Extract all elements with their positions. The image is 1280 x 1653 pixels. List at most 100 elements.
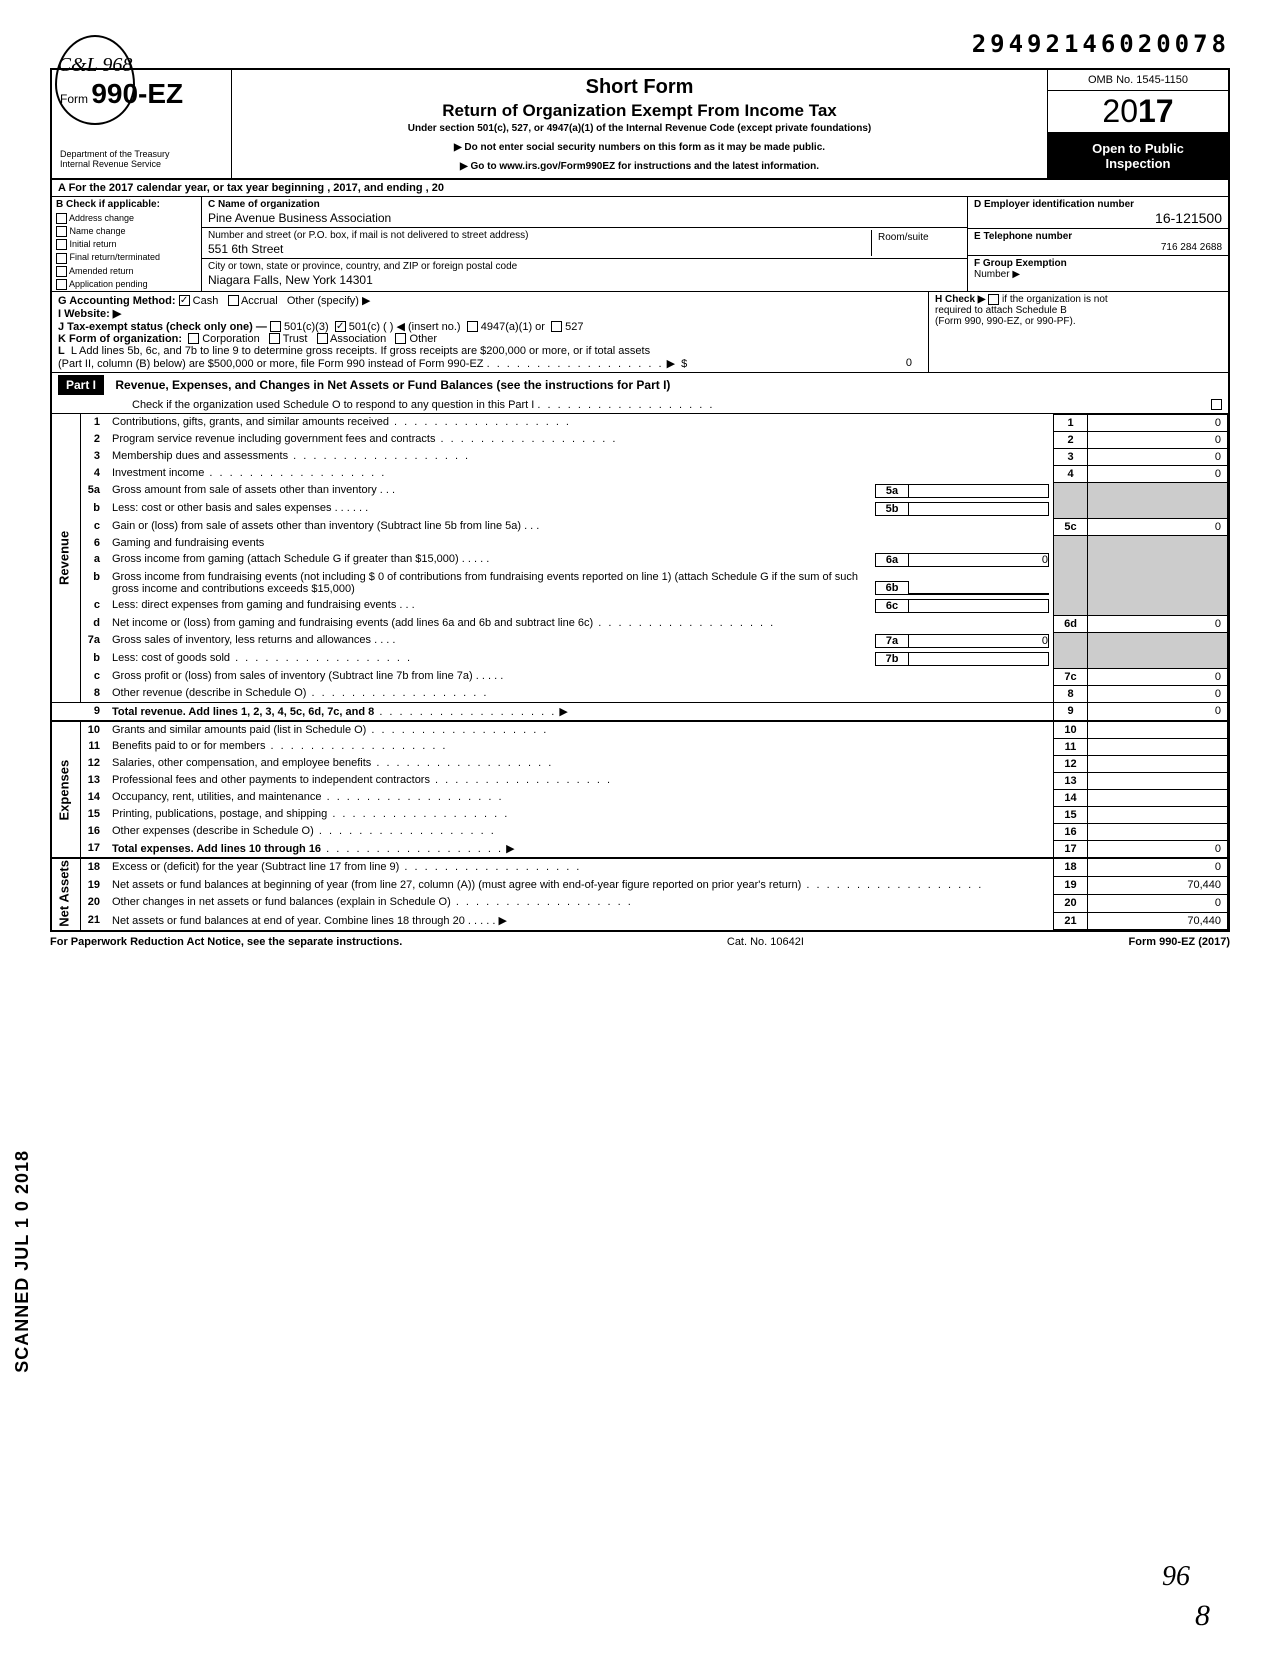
line-desc: Contributions, gifts, grants, and simila… — [112, 416, 389, 428]
chk-4947[interactable] — [467, 321, 478, 332]
box-val: 0 — [1088, 431, 1228, 448]
year-bold: 17 — [1138, 93, 1174, 129]
line-desc: Printing, publications, postage, and shi… — [112, 808, 327, 820]
sub-num: 7b — [875, 652, 909, 666]
line-num: 15 — [80, 806, 108, 823]
line-num: 19 — [80, 877, 108, 895]
line-desc: Gaming and fundraising events — [108, 535, 1054, 551]
j-label: J Tax-exempt status (check only one) — — [58, 321, 267, 333]
chk-part1-scho[interactable] — [1211, 399, 1222, 410]
h2-text: if the organization is not — [1002, 294, 1108, 305]
j2b-label: ) ◀ (insert no.) — [390, 321, 461, 333]
box-num: 18 — [1054, 858, 1088, 876]
info-block: B Check if applicable: Address change Na… — [50, 197, 1230, 292]
box-val: 0 — [1088, 840, 1228, 858]
j3-label: 4947(a)(1) or — [481, 321, 545, 333]
chk-final-return: Final return/terminated — [52, 251, 201, 264]
return-title: Return of Organization Exempt From Incom… — [244, 101, 1035, 121]
line-num: 4 — [80, 465, 108, 482]
line-num: 16 — [80, 823, 108, 840]
box-num: 16 — [1054, 823, 1088, 840]
box-num: 3 — [1054, 448, 1088, 465]
sub-num: 6a — [875, 553, 909, 567]
chk-other-org[interactable] — [395, 333, 406, 344]
i-label: I Website: ▶ — [58, 308, 121, 320]
row-j: J Tax-exempt status (check only one) — 5… — [58, 320, 922, 333]
box-num: 14 — [1054, 789, 1088, 806]
l2-text: (Part II, column (B) below) are $500,000… — [58, 358, 484, 370]
line-desc: Other expenses (describe in Schedule O) — [112, 825, 314, 837]
line-desc: Net assets or fund balances at end of ye… — [112, 915, 465, 927]
chk-corp[interactable] — [188, 333, 199, 344]
line-desc: Gross income from gaming (attach Schedul… — [112, 553, 459, 565]
chk-501c3[interactable] — [270, 321, 281, 332]
chk-assoc[interactable] — [317, 333, 328, 344]
box-num: 21 — [1054, 912, 1088, 930]
chk-label: Initial return — [70, 239, 117, 249]
j2-label: 501(c) ( — [349, 321, 387, 333]
chk-accrual[interactable] — [228, 295, 239, 306]
box-num: 9 — [1054, 702, 1088, 721]
line-num: 17 — [80, 840, 108, 858]
line-num: 20 — [80, 894, 108, 912]
row-g: G Accounting Method: ✓ Cash Accrual Othe… — [58, 294, 922, 307]
box-num: 17 — [1054, 840, 1088, 858]
line-desc: Program service revenue including govern… — [112, 433, 435, 445]
box-num: 20 — [1054, 894, 1088, 912]
box-num: 7c — [1054, 668, 1088, 685]
line-num: c — [80, 668, 108, 685]
box-num: 19 — [1054, 877, 1088, 895]
footer-left: For Paperwork Reduction Act Notice, see … — [50, 936, 402, 948]
line-num: c — [80, 518, 108, 535]
line-desc: Gross sales of inventory, less returns a… — [112, 634, 371, 646]
instr-2: ▶ Go to www.irs.gov/Form990EZ for instru… — [244, 161, 1035, 172]
chk-501c[interactable]: ✓ — [335, 321, 346, 332]
chk-trust[interactable] — [269, 333, 280, 344]
sub-num: 5b — [875, 502, 909, 516]
line-num: 6 — [80, 535, 108, 551]
line-num: 11 — [80, 738, 108, 755]
chk-amended-return: Amended return — [52, 265, 201, 278]
chk-address-change: Address change — [52, 212, 201, 225]
ein-value: 16-121500 — [974, 210, 1222, 226]
line-desc: Total revenue. Add lines 1, 2, 3, 4, 5c,… — [112, 706, 374, 718]
sub-num: 5a — [875, 484, 909, 498]
row-h4: (Form 990, 990-EZ, or 990-PF). — [935, 316, 1222, 327]
short-form-title: Short Form — [244, 76, 1035, 99]
j4-label: 527 — [565, 321, 583, 333]
box-val: 70,440 — [1088, 912, 1228, 930]
k1-label: Corporation — [202, 333, 259, 345]
k4-label: Other — [410, 333, 438, 345]
chk-label: Address change — [69, 213, 134, 223]
part1-check-row: Check if the organization used Schedule … — [52, 397, 1228, 413]
box-val: 0 — [1088, 702, 1228, 721]
box-val: 0 — [1088, 858, 1228, 876]
line-num: 7a — [80, 632, 108, 650]
room-suite-label: Room/suite — [871, 230, 961, 256]
line-desc: Professional fees and other payments to … — [112, 774, 430, 786]
chk-name-change: Name change — [52, 225, 201, 238]
line-desc: Total expenses. Add lines 10 through 16 — [112, 843, 321, 855]
line-desc: Net assets or fund balances at beginning… — [112, 879, 801, 891]
sub-num: 7a — [875, 634, 909, 648]
org-name: Pine Avenue Business Association — [208, 211, 961, 225]
under-section: Under section 501(c), 527, or 4947(a)(1)… — [244, 123, 1035, 134]
city-val: Niagara Falls, New York 14301 — [208, 273, 961, 287]
c-name-label: C Name of organization — [208, 199, 961, 210]
line-desc: Gross profit or (loss) from sales of inv… — [112, 670, 473, 682]
line-num: 3 — [80, 448, 108, 465]
d-ein-label: D Employer identification number — [974, 199, 1134, 210]
chk-527[interactable] — [551, 321, 562, 332]
line-num: 5a — [80, 482, 108, 500]
instr-1: ▶ Do not enter social security numbers o… — [244, 142, 1035, 153]
tax-year: 2017 — [1048, 91, 1228, 133]
line-num: 14 — [80, 789, 108, 806]
chk-h[interactable] — [988, 294, 999, 305]
chk-cash[interactable]: ✓ — [179, 295, 190, 306]
logo-circle: C&L 968 — [55, 35, 135, 125]
line-num: 8 — [80, 685, 108, 702]
line-num: 2 — [80, 431, 108, 448]
line-num: d — [80, 615, 108, 632]
top-document-number: 29492146020078 — [50, 30, 1230, 58]
l-value: 0 — [906, 357, 922, 369]
